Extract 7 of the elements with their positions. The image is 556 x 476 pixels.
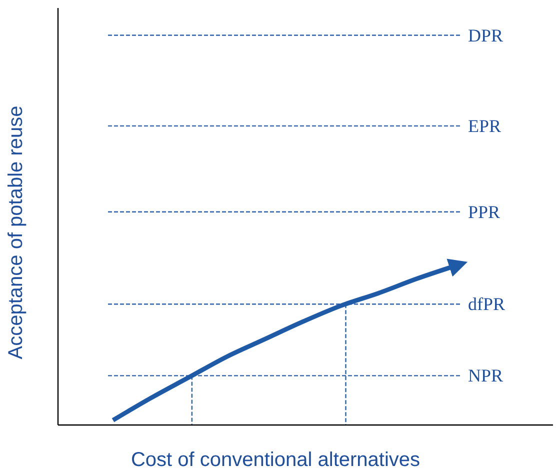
ref-line-label: NPR bbox=[468, 366, 504, 386]
y-axis-title: Acceptance of potable reuse bbox=[5, 106, 27, 360]
ref-line-label: PPR bbox=[468, 202, 500, 222]
x-axis-title: Cost of conventional alternatives bbox=[130, 449, 420, 471]
ref-line-label: EPR bbox=[468, 116, 502, 136]
ref-line-label: dfPR bbox=[468, 294, 506, 314]
ref-line-label: DPR bbox=[468, 25, 504, 46]
